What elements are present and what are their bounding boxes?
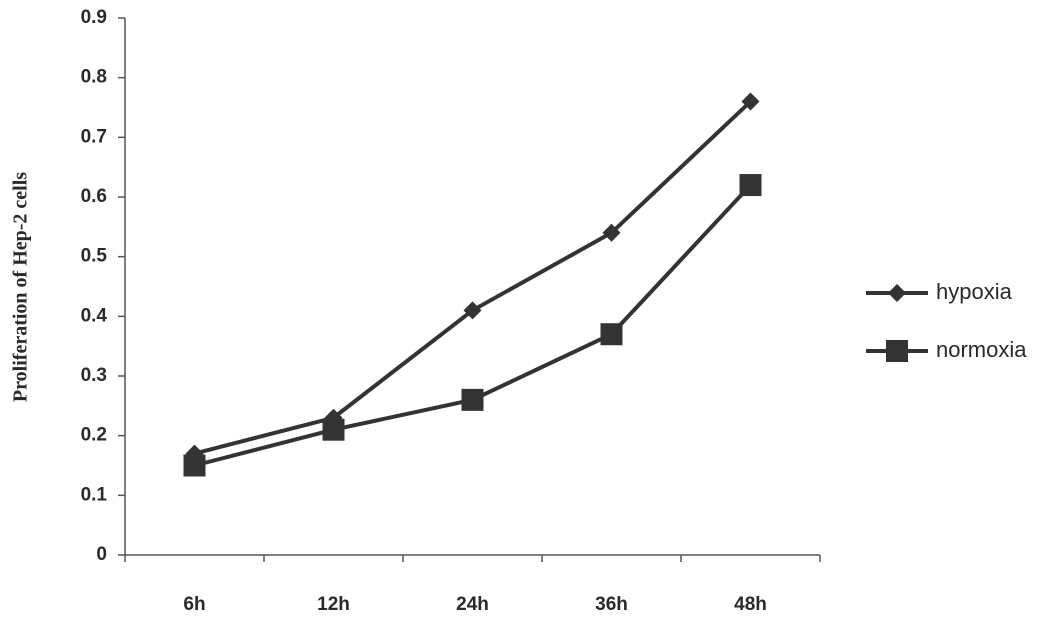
line <box>194 183 752 468</box>
x-tick-label: 12h <box>317 594 350 615</box>
point <box>741 92 760 111</box>
y-tick-label: 0.1 <box>81 484 108 505</box>
y-tick-label: 0.2 <box>81 425 107 446</box>
point <box>602 223 621 242</box>
legend-label: normoxia <box>936 337 1027 362</box>
y-tick-label: 0.7 <box>81 126 107 147</box>
x-tick-label: 36h <box>595 594 628 615</box>
point <box>322 418 345 441</box>
y-axis-label: Proliferation of Hep-2 cells <box>10 172 32 402</box>
y-tick-label: 0.9 <box>81 7 107 28</box>
point <box>461 388 484 411</box>
y-tick-label: 0.3 <box>81 365 107 386</box>
x-tick-label: 48h <box>734 594 767 615</box>
y-tick-label: 0.4 <box>81 305 108 326</box>
legend-label: hypoxia <box>936 279 1013 304</box>
y-tick-label: 0.8 <box>81 67 107 88</box>
y-tick-label: 0.5 <box>81 246 108 267</box>
x-tick-label: 24h <box>456 594 489 615</box>
legend: hypoxia normoxia <box>866 279 1027 362</box>
legend-marker <box>886 340 908 362</box>
legend-marker <box>888 284 906 302</box>
y-tick-label: 0.6 <box>81 186 107 207</box>
point <box>463 301 482 320</box>
point <box>600 323 623 346</box>
point <box>183 454 206 477</box>
x-tick-label: 6h <box>183 594 205 615</box>
y-tick-label: 0 <box>96 544 107 565</box>
point <box>739 174 762 197</box>
